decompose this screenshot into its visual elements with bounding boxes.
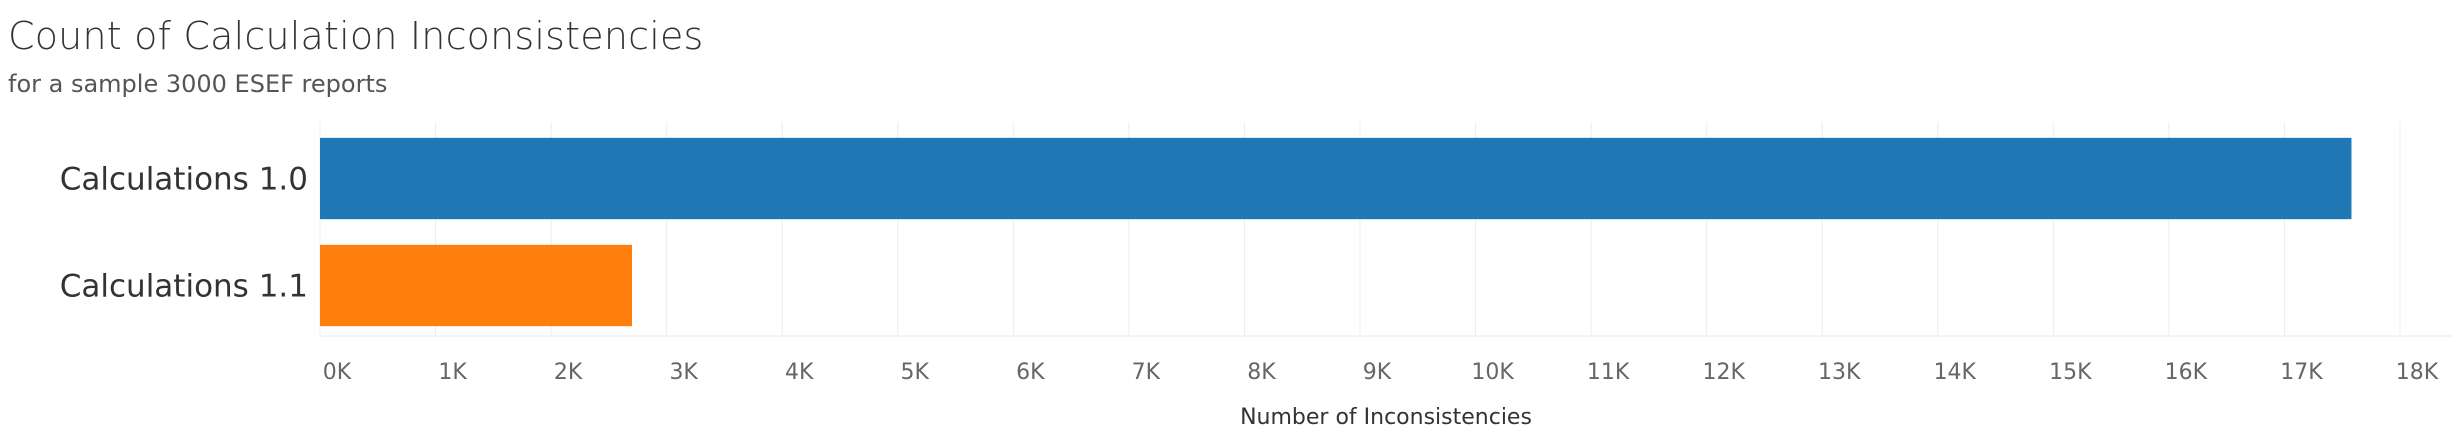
x-tick-label: 1K <box>438 360 467 385</box>
x-tick-label: 5K <box>901 360 930 385</box>
chart-title: Count of Calculation Inconsistencies <box>8 14 704 58</box>
bars <box>320 137 2352 327</box>
x-tick-label: 13K <box>1818 360 1861 385</box>
bar-1 <box>320 137 2352 220</box>
x-tick-label: 12K <box>1702 360 1745 385</box>
x-tick-label: 18K <box>2396 360 2439 385</box>
x-tick-label: 17K <box>2280 360 2323 385</box>
category-label: Calculations 1.1 <box>60 269 308 305</box>
bar-2 <box>320 244 632 327</box>
x-tick-label: 11K <box>1587 360 1630 385</box>
x-tick-label: 0K <box>323 360 352 385</box>
x-tick-label: 16K <box>2165 360 2208 385</box>
x-tick-label: 14K <box>1934 360 1977 385</box>
x-tick-label: 8K <box>1247 360 1276 385</box>
category-labels: Calculations 1.0 Calculations 1.1 <box>60 162 308 305</box>
x-tick-label: 10K <box>1471 360 1514 385</box>
x-axis-ticks: 0K 1K 2K 3K 4K 5K 6K 7K 8K 9K 10K 11K 12K 13K 14K 15K 16… <box>323 360 2439 385</box>
x-tick-label: 6K <box>1016 360 1045 385</box>
x-tick-label: 9K <box>1363 360 1392 385</box>
x-tick-label: 3K <box>669 360 698 385</box>
x-axis-title: Number of Inconsistencies <box>1240 405 1532 430</box>
x-tick-label: 7K <box>1132 360 1161 385</box>
x-tick-label: 15K <box>2049 360 2092 385</box>
chart-subtitle: for a sample 3000 ESEF reports <box>8 70 388 98</box>
x-tick-label: 2K <box>554 360 583 385</box>
category-label: Calculations 1.0 <box>60 162 308 198</box>
x-tick-label: 4K <box>785 360 814 385</box>
